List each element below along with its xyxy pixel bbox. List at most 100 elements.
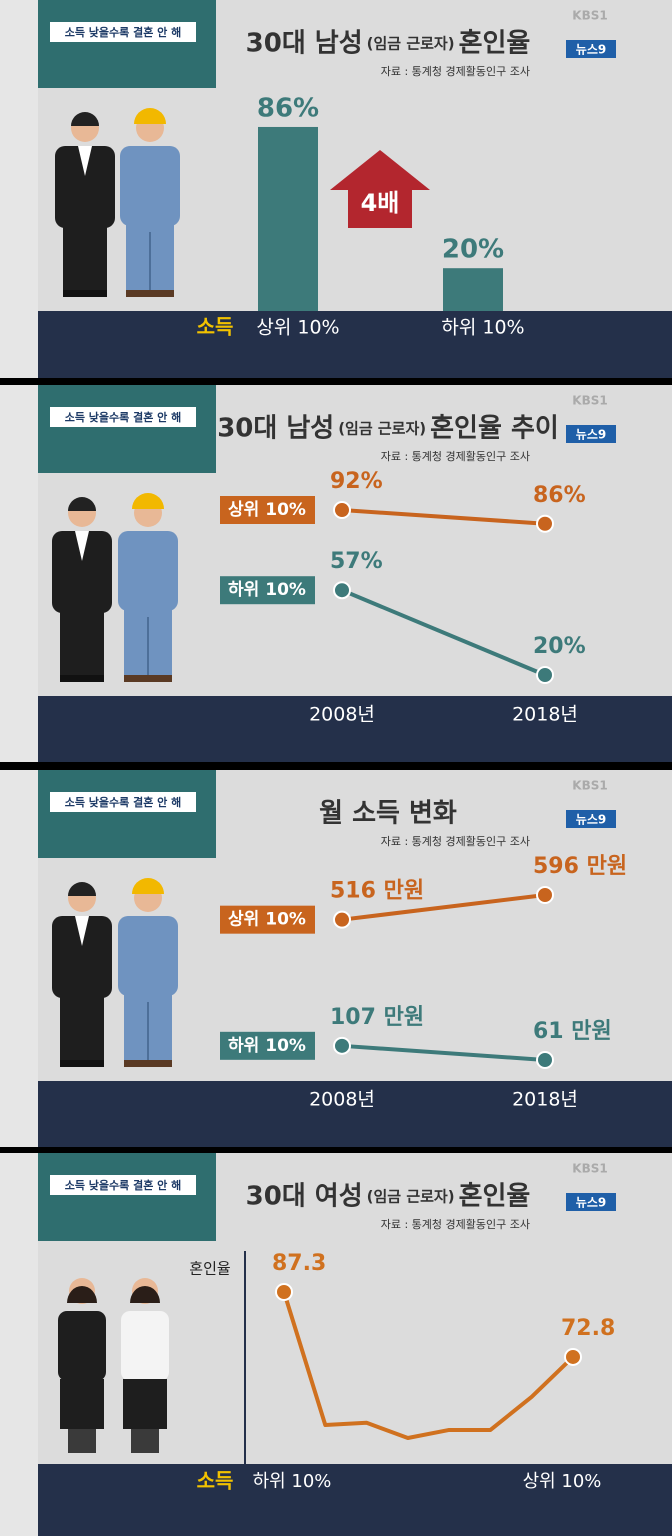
teal-block <box>38 770 216 858</box>
point <box>333 910 351 929</box>
title-title-end: 혼인율 <box>459 1182 531 1212</box>
title-title-paren: (임금 근로자) <box>367 35 455 53</box>
legend-box <box>220 905 315 934</box>
skirt <box>123 1379 167 1429</box>
teal-block <box>38 0 216 88</box>
helmet <box>132 493 164 509</box>
source: 자료 : 통계청 경제활동인구 조사 <box>381 64 530 78</box>
tag-box <box>50 792 196 812</box>
shoes <box>124 675 172 682</box>
legs <box>60 996 104 1062</box>
bottom-band <box>38 311 672 378</box>
bottom-band <box>38 1081 672 1147</box>
value-label: 20% <box>442 235 504 265</box>
shirt <box>75 916 89 946</box>
series-line <box>341 588 546 677</box>
title-title: 30대 남성 <box>217 414 334 444</box>
left-strip <box>0 0 38 378</box>
torso <box>52 916 112 998</box>
x-tick-label: 2008년 <box>309 704 375 726</box>
x-tick-label: 2018년 <box>512 704 578 726</box>
torso <box>58 1311 106 1381</box>
logo-box-bg <box>566 425 616 443</box>
logo-box: 뉴스9 <box>576 1196 606 1210</box>
hair <box>71 112 99 126</box>
value-label: 72.8 <box>561 1316 615 1341</box>
shirt <box>75 531 89 561</box>
logo-top: KBS1 <box>572 1162 607 1176</box>
title-title: 30대 여성 <box>246 1182 363 1212</box>
panel: 소득 낮을수록 결혼 안 해 KBS1 뉴스9 30대 남성 (임금 근로자) 혼인율 추… <box>0 385 672 762</box>
tag: 소득 낮을수록 결혼 안 해 <box>65 25 182 39</box>
point <box>536 886 554 904</box>
value-label: 87.3 <box>272 1251 326 1276</box>
value-label: 86% <box>257 93 319 123</box>
logo-box-bg <box>566 1193 616 1211</box>
hair <box>67 1286 97 1303</box>
x-tick-label: 2018년 <box>512 1089 578 1111</box>
source: 자료 : 통계청 경제활동인구 조사 <box>381 449 530 463</box>
tag-box <box>50 1175 196 1195</box>
left-strip <box>0 1153 38 1536</box>
hair <box>68 882 96 896</box>
point <box>333 581 351 600</box>
bottom-band <box>38 696 672 762</box>
x-end-label: 상위 10% <box>523 1471 602 1492</box>
x-end-label: 하위 10% <box>253 1471 332 1492</box>
logo-box: 뉴스9 <box>576 428 606 442</box>
point <box>333 1036 351 1055</box>
helmet <box>132 878 164 894</box>
logo-box: 뉴스9 <box>576 43 606 57</box>
series-line <box>341 893 546 922</box>
value-label: 92% <box>330 469 383 494</box>
shoes <box>124 1060 172 1067</box>
value-label: 86% <box>533 483 586 508</box>
point <box>564 1347 582 1366</box>
value-label: 61 만원 <box>533 1019 612 1044</box>
annotation: 4배 <box>361 189 400 217</box>
legend-label: 상위 10% <box>228 500 306 520</box>
hair <box>130 1286 160 1303</box>
legs <box>60 611 104 677</box>
tag-box <box>50 22 196 42</box>
source: 자료 : 통계청 경제활동인구 조사 <box>381 834 530 848</box>
helmet <box>134 108 166 124</box>
logo-top: KBS1 <box>572 9 607 23</box>
bar <box>258 126 318 312</box>
series-line <box>282 1291 575 1440</box>
logo-box: 뉴스9 <box>576 813 606 827</box>
torso <box>55 146 115 228</box>
teal-block <box>38 385 216 473</box>
legend-label: 상위 10% <box>228 910 306 930</box>
legend-box <box>220 1031 315 1060</box>
title-title: 월 소득 변화 <box>319 799 457 829</box>
tag: 소득 낮을수록 결혼 안 해 <box>65 1178 182 1192</box>
category-label: 상위 10% <box>256 317 339 339</box>
tag: 소득 낮을수록 결혼 안 해 <box>65 410 182 424</box>
point <box>536 666 554 684</box>
x-label: 소득 <box>197 315 234 339</box>
skirt <box>60 1379 104 1429</box>
shoes <box>63 290 107 297</box>
point <box>536 1051 554 1069</box>
title-title-paren: (임금 근로자) <box>338 420 426 438</box>
arrow <box>330 150 430 228</box>
logo-top: KBS1 <box>572 394 607 408</box>
legs <box>68 1429 96 1453</box>
x-label: 소득 <box>197 1469 234 1493</box>
legend-label: 하위 10% <box>228 580 306 600</box>
bar <box>443 268 503 311</box>
left-strip <box>0 770 38 1147</box>
legs <box>63 226 107 292</box>
point <box>536 514 554 533</box>
x-tick-label: 2008년 <box>309 1089 375 1111</box>
shoes <box>60 675 104 682</box>
torso <box>118 916 178 996</box>
shoes <box>60 1060 104 1067</box>
value-label: 596 만원 <box>533 854 627 879</box>
torso <box>118 531 178 611</box>
panel: 소득 낮을수록 결혼 안 해 KBS1 뉴스9 30대 남성 (임금 근로자) 혼인율자료… <box>0 0 672 378</box>
